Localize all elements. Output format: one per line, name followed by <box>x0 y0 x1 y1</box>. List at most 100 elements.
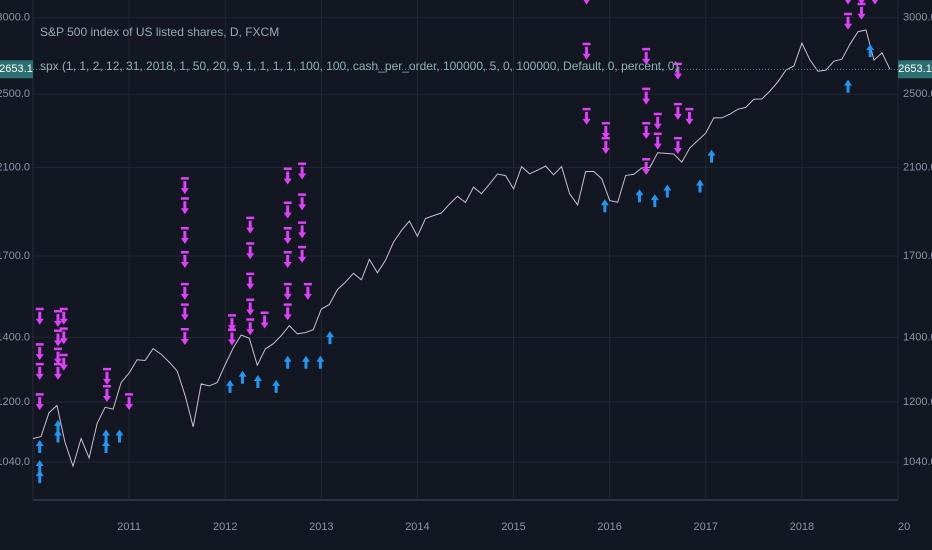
buy-marker <box>102 429 111 443</box>
x-tick-label: 2013 <box>309 521 333 533</box>
buy-marker <box>301 355 310 369</box>
sell-marker <box>180 250 189 268</box>
x-tick-label: 2014 <box>405 521 429 533</box>
sell-marker <box>35 362 44 380</box>
y-tick-label-right: 3000.0 <box>903 12 932 24</box>
sell-marker <box>246 216 255 234</box>
y-tick-label-right: 2100.0 <box>903 161 932 173</box>
buy-marker <box>663 184 672 198</box>
sell-marker <box>180 177 189 195</box>
sell-marker <box>53 347 62 365</box>
sell-marker <box>227 314 236 332</box>
buy-marker <box>35 460 44 474</box>
sell-marker <box>260 311 269 329</box>
sell-marker <box>53 310 62 328</box>
buy-marker <box>35 440 44 454</box>
sell-marker <box>35 393 44 411</box>
sell-marker <box>180 282 189 300</box>
axes: 1040.0 1040.0 1200.0 1200.0 1400.0 1400.0 1700… <box>0 12 932 533</box>
sell-marker <box>35 343 44 361</box>
sell-marker <box>857 2 866 20</box>
last-value-label: 2653.1 <box>0 63 33 75</box>
sell-marker <box>180 303 189 321</box>
sell-marker <box>871 0 878 5</box>
buy-marker <box>238 370 247 384</box>
sell-marker <box>642 121 651 139</box>
buy-marker <box>325 331 334 345</box>
sell-marker <box>298 221 307 239</box>
sell-marker <box>685 107 694 125</box>
sell-marker <box>673 102 682 120</box>
buy-marker <box>53 429 62 443</box>
buy-marker <box>844 79 853 93</box>
buy-marker <box>272 379 281 393</box>
sell-marker <box>246 242 255 260</box>
y-tick-label-right: 1040.0 <box>903 456 932 468</box>
sell-marker <box>673 62 682 80</box>
sell-marker <box>582 42 591 60</box>
sell-marker <box>844 0 852 5</box>
buy-marker <box>650 194 659 208</box>
y-tick-label: 1200.0 <box>0 396 30 408</box>
y-tick-label: 1040.0 <box>0 456 30 468</box>
sell-marker <box>298 162 307 180</box>
sell-marker <box>103 367 112 385</box>
buy-marker <box>35 470 44 484</box>
sell-marker <box>53 329 62 347</box>
sell-marker <box>303 282 312 300</box>
sell-marker <box>283 201 292 219</box>
x-tick-label: 2017 <box>694 521 718 533</box>
y-tick-label-right: 1200.0 <box>903 396 932 408</box>
sell-marker <box>246 272 255 290</box>
sell-marker <box>844 12 853 30</box>
y-tick-label: 2500.0 <box>0 88 30 100</box>
sell-marker <box>642 47 651 65</box>
x-tick-label: 2012 <box>213 521 237 533</box>
x-tick-label: 2016 <box>597 521 621 533</box>
sell-marker <box>246 298 255 316</box>
buy-marker <box>226 379 235 393</box>
sell-marker <box>53 362 62 380</box>
y-tick-label: 1400.0 <box>0 331 30 343</box>
sell-marker <box>180 327 189 345</box>
buy-marker <box>600 199 609 213</box>
last-value-box-right <box>898 60 932 79</box>
study-legend: spx (1, 1, 2, 12, 31, 2018, 1, 50, 20, 9… <box>40 59 678 73</box>
buy-marker <box>53 419 62 433</box>
buy-marker <box>707 149 716 163</box>
sell-marker <box>583 0 590 5</box>
y-tick-label-right: 1700.0 <box>903 250 932 262</box>
sell-marker <box>283 227 292 245</box>
sell-marker <box>283 282 292 300</box>
sell-marker <box>673 136 682 154</box>
sell-marker <box>283 167 292 185</box>
buy-marker <box>866 44 875 58</box>
last-value-label-right: 2653.1 <box>898 63 932 75</box>
plot-area <box>32 0 898 484</box>
sell-marker <box>103 385 112 403</box>
y-tick-label-right: 2500.0 <box>903 88 932 100</box>
y-tick-label: 1700.0 <box>0 250 30 262</box>
sell-marker <box>246 318 255 336</box>
sell-marker <box>858 0 865 5</box>
sell-marker <box>653 132 662 150</box>
sell-marker <box>642 158 651 176</box>
last-value-box <box>0 60 33 79</box>
sell-marker <box>283 303 292 321</box>
x-tick-label: 2011 <box>117 521 141 533</box>
sell-marker <box>59 327 68 345</box>
buy-marker <box>253 374 262 388</box>
sell-marker <box>298 245 307 263</box>
buy-marker <box>283 355 292 369</box>
sell-marker <box>180 197 189 215</box>
buy-marker <box>635 189 644 203</box>
buy-marker <box>102 440 111 454</box>
x-tick-label: 2018 <box>790 521 814 533</box>
x-tick-label: 2015 <box>501 521 525 533</box>
x-tick-label: 20 <box>898 521 910 533</box>
buy-marker <box>115 429 124 443</box>
y-tick-label: 3000.0 <box>0 12 30 24</box>
sell-marker <box>125 393 134 411</box>
buy-marker <box>696 179 705 193</box>
